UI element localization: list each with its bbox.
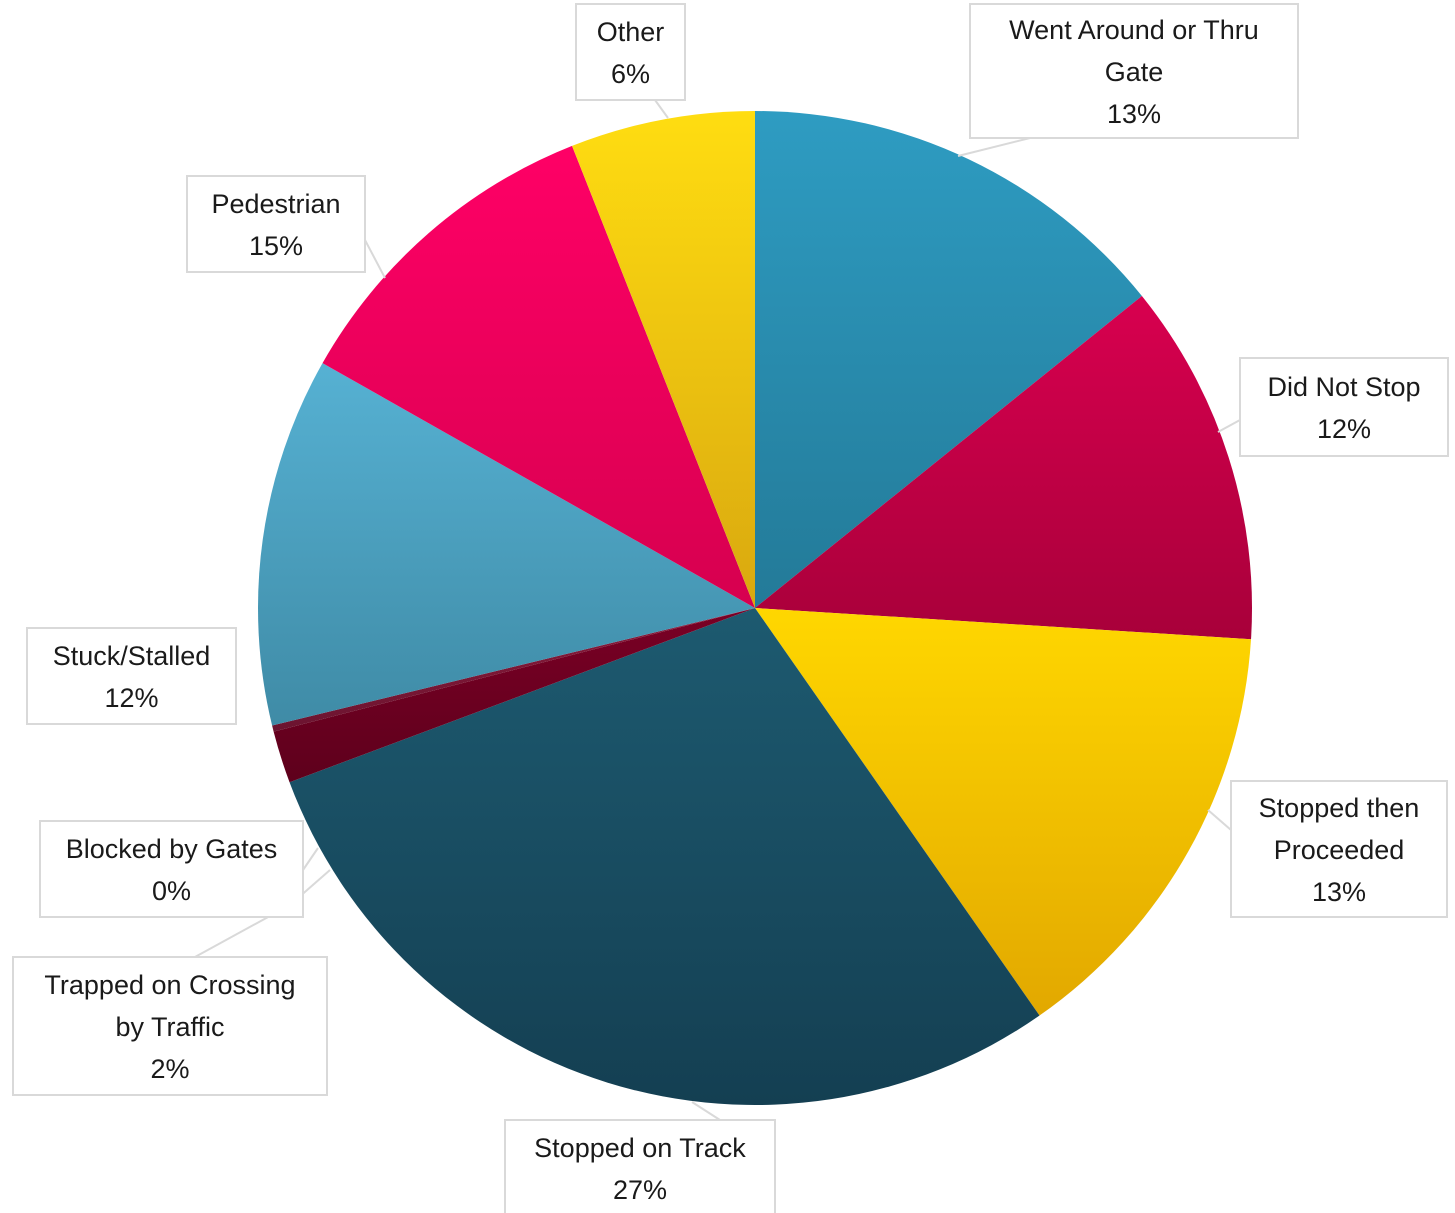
data-label-percent: 12% — [104, 683, 158, 713]
data-label-category: Stuck/Stalled — [53, 641, 211, 671]
data-label: Pedestrian 15% — [186, 175, 366, 273]
pie-slice-pedestrian — [322, 145, 755, 608]
data-label-percent: 27% — [613, 1175, 667, 1205]
pie-slice-stuck-stalled — [258, 363, 755, 726]
data-label-box — [1239, 357, 1449, 457]
data-label-category: Stopped on Track — [534, 1133, 746, 1163]
pie-slices — [258, 111, 1253, 1106]
pie-slice-stopped-then-proceeded — [755, 608, 1252, 1016]
data-label-percent: 12% — [1317, 414, 1371, 444]
pie-slice-went-around-or-thru-gate — [755, 111, 1142, 608]
data-label-category: Other — [597, 17, 665, 47]
data-label-category: Gate — [1105, 57, 1164, 87]
data-label-box — [1230, 780, 1448, 918]
data-label-box — [575, 3, 686, 101]
data-label: Stopped then Proceeded 13% — [1230, 780, 1448, 918]
pie-slice-stopped-on-track — [289, 608, 1040, 1106]
leader-line-7 — [364, 239, 386, 279]
data-label-percent: 13% — [1107, 99, 1161, 129]
pie-slice-other — [572, 111, 755, 608]
data-label-percent: 13% — [1312, 877, 1366, 907]
leader-line-8 — [654, 99, 669, 119]
data-labels: Went Around or Thru Gate 13% Did Not Stop 12… — [12, 3, 1449, 1213]
data-label-box — [186, 175, 366, 273]
data-label-box — [26, 627, 237, 725]
leader-line-0 — [957, 137, 1031, 157]
data-label: Trapped on Crossing by Traffic 2% — [12, 956, 328, 1096]
pie-slice-trapped-on-crossing-by-traffic — [273, 608, 755, 783]
data-label: Stuck/Stalled 12% — [26, 627, 237, 725]
data-label-category: by Traffic — [115, 1012, 224, 1042]
data-label-box — [39, 820, 304, 918]
data-label-category: Went Around or Thru — [1009, 15, 1259, 45]
data-label-category: Proceeded — [1274, 835, 1405, 865]
leader-line-5 — [302, 847, 319, 871]
data-label-category: Trapped on Crossing — [44, 970, 295, 1000]
data-label: Did Not Stop 12% — [1239, 357, 1449, 457]
data-label-percent: 6% — [611, 59, 650, 89]
data-label-category: Stopped then — [1259, 793, 1420, 823]
data-label-box — [12, 956, 328, 1096]
data-label-category: Did Not Stop — [1267, 372, 1420, 402]
pie-slice-did-not-stop — [755, 296, 1253, 640]
data-label-percent: 0% — [152, 876, 191, 906]
data-label-percent: 2% — [150, 1054, 189, 1084]
leader-line-3 — [691, 1101, 721, 1121]
data-label-box — [504, 1119, 776, 1213]
leader-line-2 — [1207, 809, 1232, 831]
leader-line-1 — [1217, 419, 1241, 433]
data-label: Other 6% — [575, 3, 686, 101]
pie-slice-blocked-by-gates — [272, 608, 755, 732]
data-label: Stopped on Track 27% — [504, 1119, 776, 1213]
data-label-box — [969, 3, 1299, 139]
data-label-category: Blocked by Gates — [66, 834, 278, 864]
data-label-category: Pedestrian — [211, 189, 340, 219]
data-label-percent: 15% — [249, 231, 303, 261]
data-label: Blocked by Gates 0% — [39, 820, 304, 918]
data-label: Went Around or Thru Gate 13% — [969, 3, 1299, 139]
